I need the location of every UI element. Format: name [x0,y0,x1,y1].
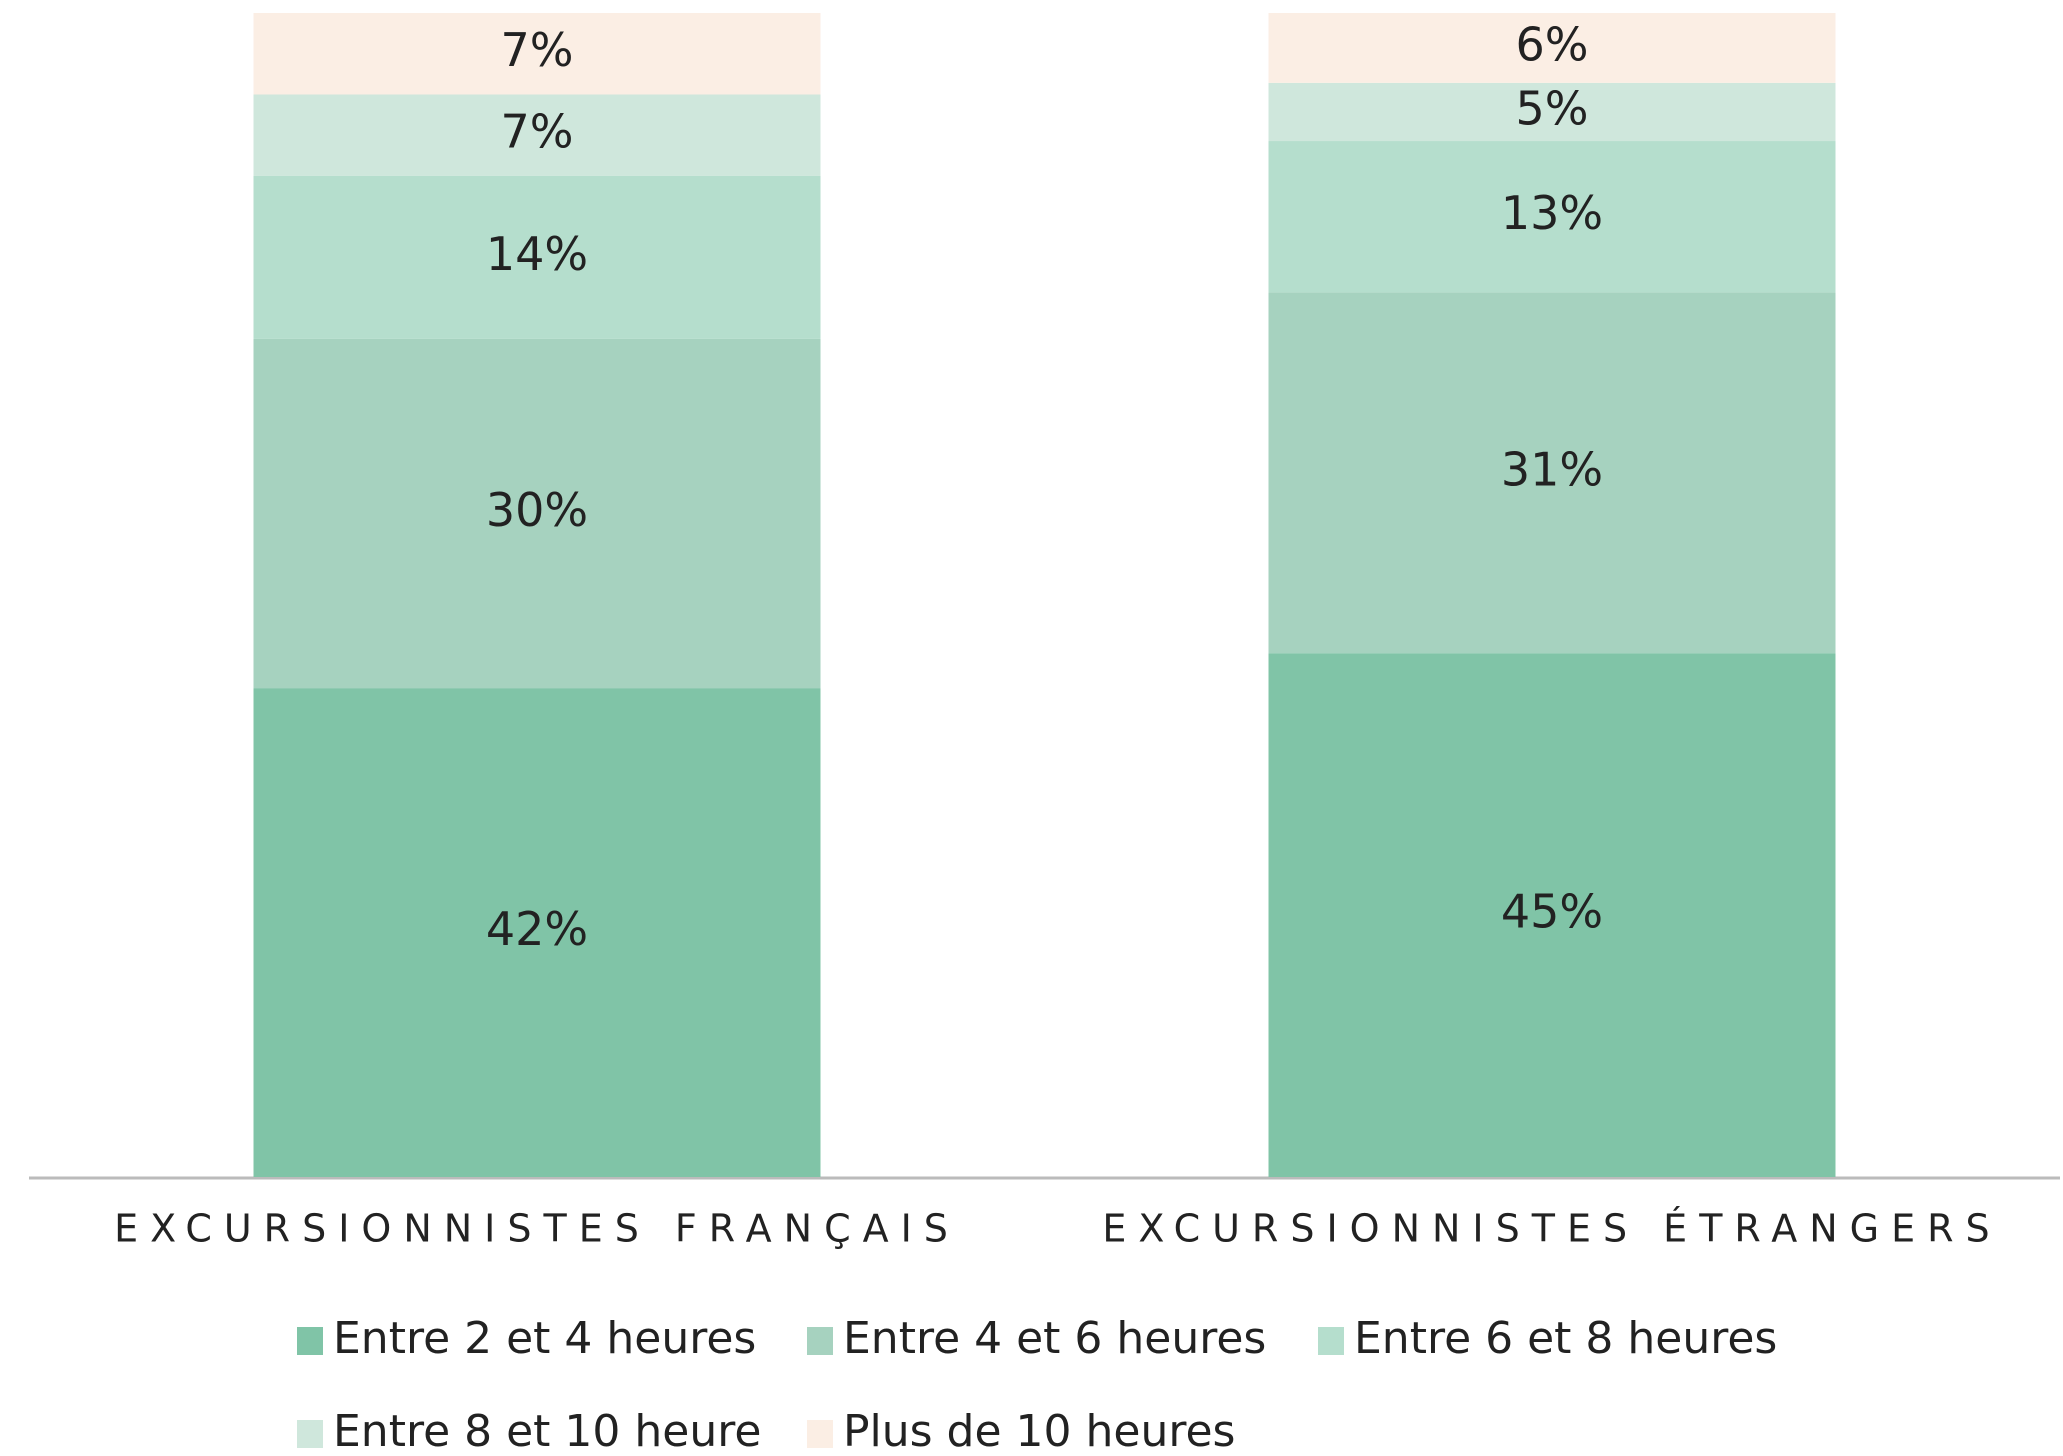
value-label: 13% [1501,186,1603,240]
bar-segment [253,175,821,339]
x-tick-label: EXCURSIONNISTES ÉTRANGERS [1102,1207,2001,1251]
value-label: 7% [501,23,574,77]
value-label: 6% [1516,17,1589,71]
bar-segment [1268,141,1836,293]
value-label: 30% [486,483,588,537]
legend-swatch [807,1327,833,1355]
value-label: 31% [1501,442,1603,496]
legend-swatch [297,1327,323,1355]
legend-label: Entre 8 et 10 heure [333,1406,761,1456]
bar-segment [253,338,821,689]
legend-swatch [807,1420,833,1448]
bar-segment [253,688,821,1177]
legend-swatch [297,1420,323,1448]
value-label: 5% [1516,81,1589,135]
legend-label: Entre 2 et 4 heures [333,1313,756,1364]
value-label: 7% [501,105,574,159]
bar-segment [1268,292,1836,654]
bar-segment [1268,13,1836,83]
bar-segment [1268,82,1836,142]
value-label: 14% [486,227,588,281]
legend-swatch [1318,1327,1344,1355]
legend-label: Entre 6 et 8 heures [1354,1313,1777,1364]
legend-label: Entre 4 et 6 heures [843,1313,1266,1364]
bar-segment [253,94,821,176]
bar-segment [1268,653,1836,1177]
x-tick-label: EXCURSIONNISTES FRANÇAIS [114,1207,960,1251]
value-label: 45% [1501,885,1603,939]
legend-label: Plus de 10 heures [843,1406,1235,1456]
value-label: 42% [486,902,588,956]
bar-segment [253,13,821,95]
